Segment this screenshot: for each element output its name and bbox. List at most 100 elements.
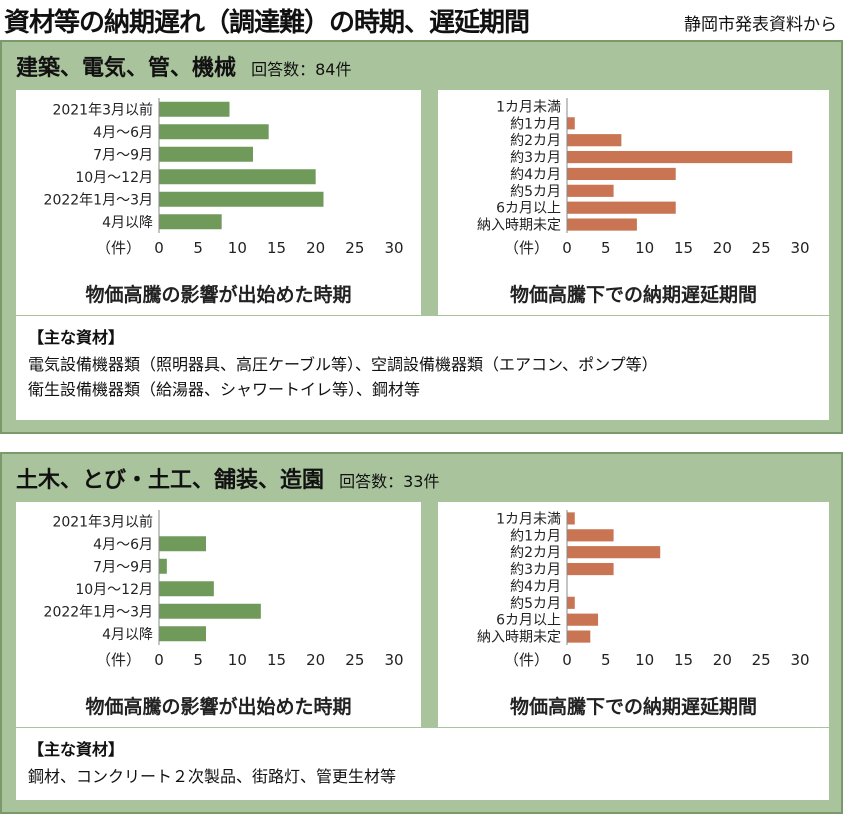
x-tick-label: 25 xyxy=(752,239,771,257)
x-tick-label: 30 xyxy=(790,239,809,257)
bar xyxy=(567,218,637,231)
timing-chart: 2021年3月以前 4月～6月 7月～9月 10月～12月 2022年1月～3月 4月以降… xyxy=(44,510,404,669)
x-tick-label: 5 xyxy=(601,651,611,669)
x-tick-label: 0 xyxy=(562,239,572,257)
x-tick-label: 5 xyxy=(601,239,611,257)
category-label: 4月以降 xyxy=(102,627,153,643)
response-count: 回答数：33件 xyxy=(339,472,440,491)
timing-chart: 2021年3月以前 4月～6月 7月～9月 10月～12月 2022年1月～3月 4月以降… xyxy=(44,98,404,257)
x-tick-label: 30 xyxy=(790,651,809,669)
category-label: 4月～6月 xyxy=(93,537,153,553)
chart-panel-timing: 2021年3月以前 4月～6月 7月～9月 10月～12月 2022年1月～3月 4月以降… xyxy=(16,90,421,315)
category-label: 約3カ月 xyxy=(510,150,561,166)
page-title: 資材等の納期遅れ（調達難）の時期、遅延期間 xyxy=(4,8,530,38)
source-note: 静岡市発表資料から xyxy=(684,15,837,35)
section-civil: 土木、とび・土工、舗装、造園 回答数：33件 2021年3月以前 4月～6月 7月～… xyxy=(0,452,843,814)
category-label: 2021年3月以前 xyxy=(52,101,153,118)
bar xyxy=(567,150,793,164)
category-label: 1カ月未満 xyxy=(496,99,561,115)
bar xyxy=(567,167,676,181)
category-label: 10月～12月 xyxy=(75,170,153,186)
category-label: 10月～12月 xyxy=(75,582,153,598)
x-tick-label: 20 xyxy=(713,651,732,669)
x-tick-label: 10 xyxy=(228,239,247,257)
timing-chart-caption: 物価高騰の影響が出始めた時期 xyxy=(85,696,352,718)
bar xyxy=(159,146,253,162)
x-tick-label: 30 xyxy=(384,651,403,669)
bar xyxy=(159,124,269,140)
materials-box: 【主な資材】 電気設備機器類（照明器具、高圧ケーブル等）、空調設備機器類（エアコ… xyxy=(16,316,829,420)
bar xyxy=(159,214,222,230)
category-label: 7月～9月 xyxy=(93,559,153,575)
x-tick-label: 15 xyxy=(674,239,693,257)
section-title: 土木、とび・土工、舗装、造園 xyxy=(16,468,325,493)
bar xyxy=(567,546,661,559)
category-label: 1カ月未満 xyxy=(496,511,561,527)
x-tick-label: 20 xyxy=(306,239,325,257)
x-tick-label: 25 xyxy=(345,239,364,257)
x-tick-label: 0 xyxy=(154,239,164,257)
bar xyxy=(567,134,622,147)
bar xyxy=(159,191,324,207)
materials-heading: 【主な資材】 xyxy=(28,328,125,347)
category-label: 納入時期未定 xyxy=(477,630,561,646)
materials-box: 【主な資材】 鋼材、コンクリート２次製品、街路灯、管更生材等 xyxy=(16,728,829,800)
axis-unit-label: （件） xyxy=(504,239,549,257)
category-label: 2022年1月～3月 xyxy=(44,604,153,620)
category-label: 4月～6月 xyxy=(93,125,153,141)
category-label: 2021年3月以前 xyxy=(52,513,153,530)
x-tick-label: 25 xyxy=(752,651,771,669)
category-label: 納入時期未定 xyxy=(477,218,561,234)
bar xyxy=(159,101,230,117)
x-tick-label: 15 xyxy=(674,651,693,669)
delay-chart-caption: 物価高騰下での納期遅延期間 xyxy=(509,284,757,306)
category-label: 4月以降 xyxy=(102,215,153,231)
bar xyxy=(159,603,261,619)
bar xyxy=(567,596,575,609)
category-label: 約2カ月 xyxy=(510,545,561,561)
category-label: 約4カ月 xyxy=(510,167,561,183)
axis-unit-label: （件） xyxy=(96,239,141,257)
x-tick-label: 15 xyxy=(267,651,286,669)
axis-unit-label: （件） xyxy=(96,651,141,669)
materials-heading: 【主な資材】 xyxy=(28,740,125,759)
category-label: 約4カ月 xyxy=(510,579,561,595)
section-header: 建築、電気、管、機械 回答数：84件 xyxy=(16,50,351,82)
category-label: 6カ月以上 xyxy=(496,201,561,217)
category-label: 約1カ月 xyxy=(510,528,561,544)
bar xyxy=(567,562,614,576)
category-label: 6カ月以上 xyxy=(496,613,561,629)
bar xyxy=(567,613,599,626)
timing-chart-caption: 物価高騰の影響が出始めた時期 xyxy=(85,284,352,306)
materials-line: 衛生設備機器類（給湯器、シャワートイレ等）、鋼材等 xyxy=(28,380,421,399)
section-header: 土木、とび・土工、舗装、造園 回答数：33件 xyxy=(16,462,439,494)
chart-panel-delay: 1カ月未満 約1カ月 約2カ月 約3カ月 約4カ月 約5カ月 6カ月以上 納入時期未定 （件） 0… xyxy=(438,90,829,315)
category-label: 約1カ月 xyxy=(510,116,561,132)
bar xyxy=(159,169,316,185)
chart-panel-timing: 2021年3月以前 4月～6月 7月～9月 10月～12月 2022年1月～3月 4月以降… xyxy=(16,502,421,727)
materials-line: 電気設備機器類（照明器具、高圧ケーブル等）、空調設備機器類（エアコン、ポンプ等） xyxy=(28,355,658,374)
x-tick-label: 25 xyxy=(345,651,364,669)
x-tick-label: 5 xyxy=(193,239,203,257)
bar xyxy=(159,558,167,574)
x-tick-label: 20 xyxy=(713,239,732,257)
bar xyxy=(159,536,206,552)
chart-panel-delay: 1カ月未満 約1カ月 約2カ月 約3カ月 約4カ月 約5カ月 6カ月以上 納入時期未定 （件） 0… xyxy=(438,502,829,727)
x-tick-label: 10 xyxy=(635,651,654,669)
delay-chart-caption: 物価高騰下での納期遅延期間 xyxy=(509,696,757,718)
x-tick-label: 5 xyxy=(193,651,203,669)
category-label: 約2カ月 xyxy=(510,133,561,149)
x-tick-label: 0 xyxy=(154,651,164,669)
category-label: 約5カ月 xyxy=(510,596,561,612)
x-tick-label: 10 xyxy=(635,239,654,257)
category-label: 7月～9月 xyxy=(93,147,153,163)
bar xyxy=(567,529,614,542)
category-label: 約3カ月 xyxy=(510,562,561,578)
x-tick-label: 15 xyxy=(267,239,286,257)
bar xyxy=(567,201,676,214)
category-label: 約5カ月 xyxy=(510,184,561,200)
bar xyxy=(567,117,575,130)
x-tick-label: 10 xyxy=(228,651,247,669)
